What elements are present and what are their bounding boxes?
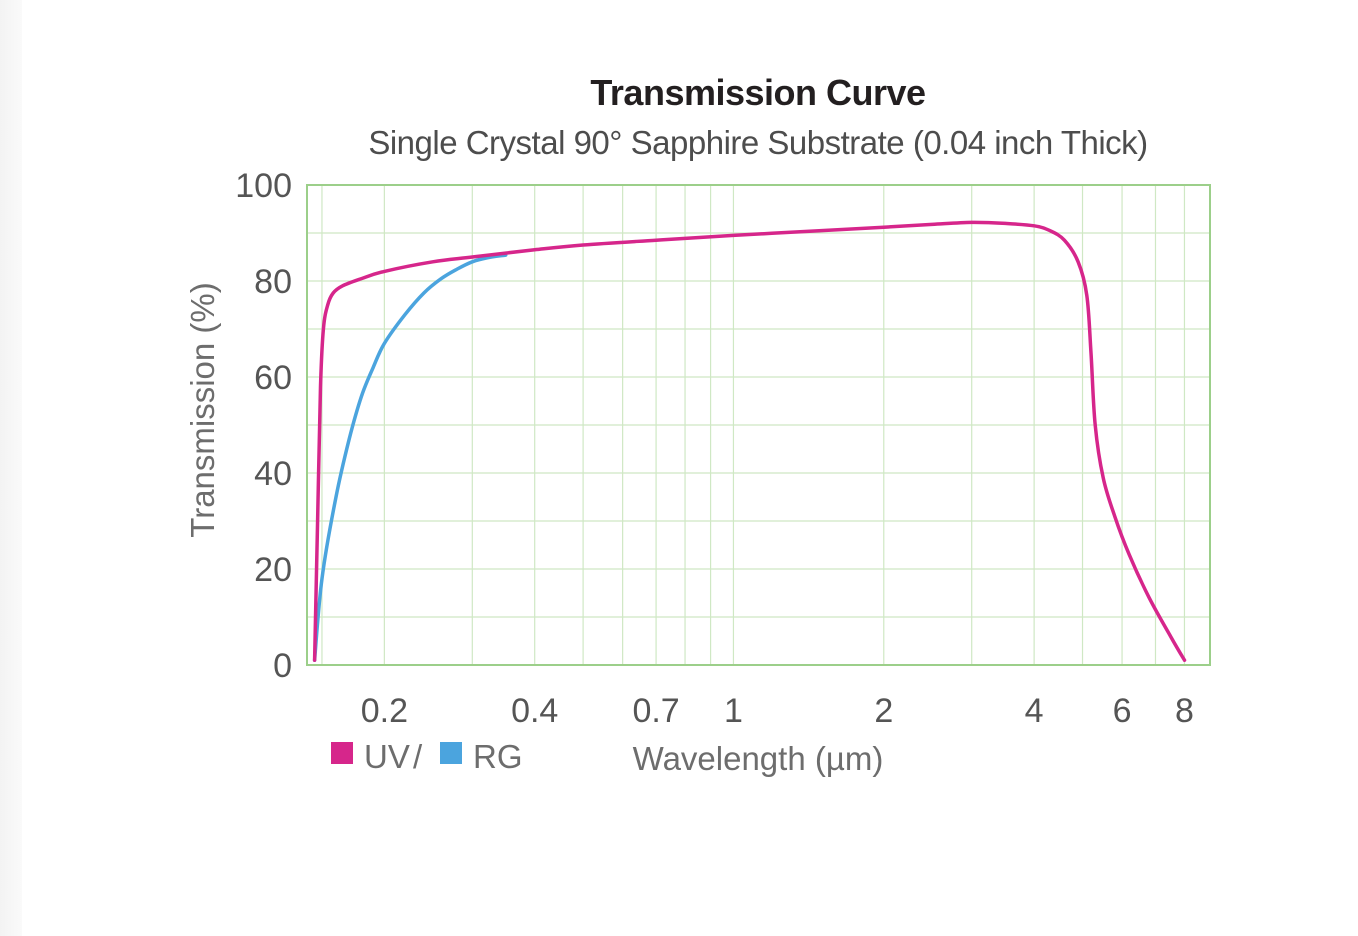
legend-label-rg: RG (473, 738, 523, 775)
plot-frame (306, 184, 1211, 666)
series-line-rg (312, 253, 508, 662)
x-tick-label: 2 (874, 692, 893, 730)
x-tick-label: 1 (724, 692, 743, 730)
x-tick-label: 6 (1113, 692, 1132, 730)
chart-title: Transmission Curve (590, 72, 926, 113)
series-line-uv (312, 220, 1187, 662)
y-tick-label: 60 (254, 359, 292, 397)
grid-lines (307, 184, 1211, 666)
x-tick-label: 0.4 (511, 692, 558, 730)
left-background-strip (0, 0, 22, 936)
legend: UV / RG (331, 738, 523, 775)
x-tick-label: 4 (1025, 692, 1044, 730)
y-tick-label: 20 (254, 551, 292, 589)
y-axis-label: Transmission (%) (184, 282, 221, 537)
x-tick-label: 0.2 (361, 692, 408, 730)
series-layer (312, 220, 1187, 662)
legend-swatch-uv (331, 742, 353, 764)
y-tick-label: 40 (254, 455, 292, 493)
legend-label-uv: UV (364, 738, 410, 775)
chart-subtitle: Single Crystal 90° Sapphire Substrate (0… (368, 124, 1148, 161)
y-tick-label: 80 (254, 263, 292, 301)
y-tick-label: 0 (273, 647, 292, 685)
legend-swatch-rg (440, 742, 462, 764)
legend-separator: / (413, 738, 423, 775)
x-tick-label: 0.7 (632, 692, 679, 730)
y-tick-label: 100 (235, 167, 292, 205)
x-tick-labels: 0.2 0.4 0.7 1 2 4 6 8 (361, 692, 1194, 730)
x-axis-label: Wavelength (µm) (633, 740, 884, 777)
x-tick-label: 8 (1175, 692, 1194, 730)
y-tick-labels: 0 20 40 60 80 100 (235, 167, 292, 685)
